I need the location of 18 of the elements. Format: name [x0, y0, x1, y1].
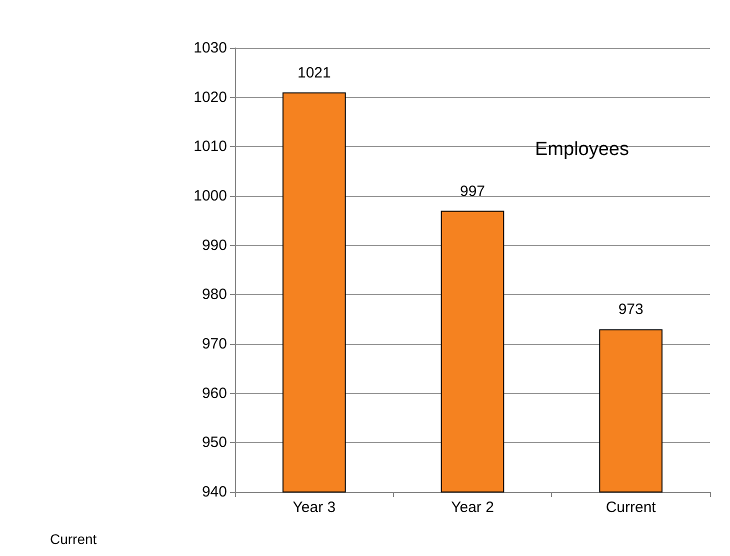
data-label: 973: [618, 301, 644, 318]
text: Current: [50, 531, 97, 547]
x-tick-label: Year 3: [292, 499, 336, 516]
x-tick-label: Current: [606, 499, 657, 516]
data-label: 1021: [297, 64, 331, 82]
y-tick-label: 1000: [194, 188, 227, 204]
y-tick-label: 990: [202, 236, 227, 254]
text: Employees: [535, 139, 629, 160]
y-tick-label: 980: [202, 286, 227, 304]
y-tick-label: 950: [202, 434, 227, 452]
y-tick-label: 970: [202, 336, 227, 352]
y-tick-label: 940: [202, 484, 227, 500]
x-tick-label: Year 2: [451, 499, 494, 516]
y-tick-label: 1010: [194, 138, 227, 156]
y-tick-label: 1020: [194, 88, 227, 106]
y-tick-label: 1030: [194, 40, 227, 56]
y-tick-label: 960: [202, 384, 227, 402]
data-label: 997: [460, 182, 486, 200]
